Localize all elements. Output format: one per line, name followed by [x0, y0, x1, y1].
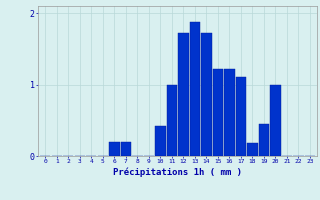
Bar	[167, 85, 177, 156]
Bar	[190, 22, 200, 156]
Bar	[178, 33, 188, 156]
Bar	[270, 85, 281, 156]
Bar	[155, 126, 165, 156]
Bar	[247, 143, 258, 156]
X-axis label: Précipitations 1h ( mm ): Précipitations 1h ( mm )	[113, 167, 242, 177]
Bar	[201, 33, 212, 156]
Bar	[224, 69, 235, 156]
Bar	[109, 142, 119, 156]
Bar	[121, 142, 131, 156]
Bar	[213, 69, 223, 156]
Bar	[259, 124, 269, 156]
Bar	[236, 77, 246, 156]
